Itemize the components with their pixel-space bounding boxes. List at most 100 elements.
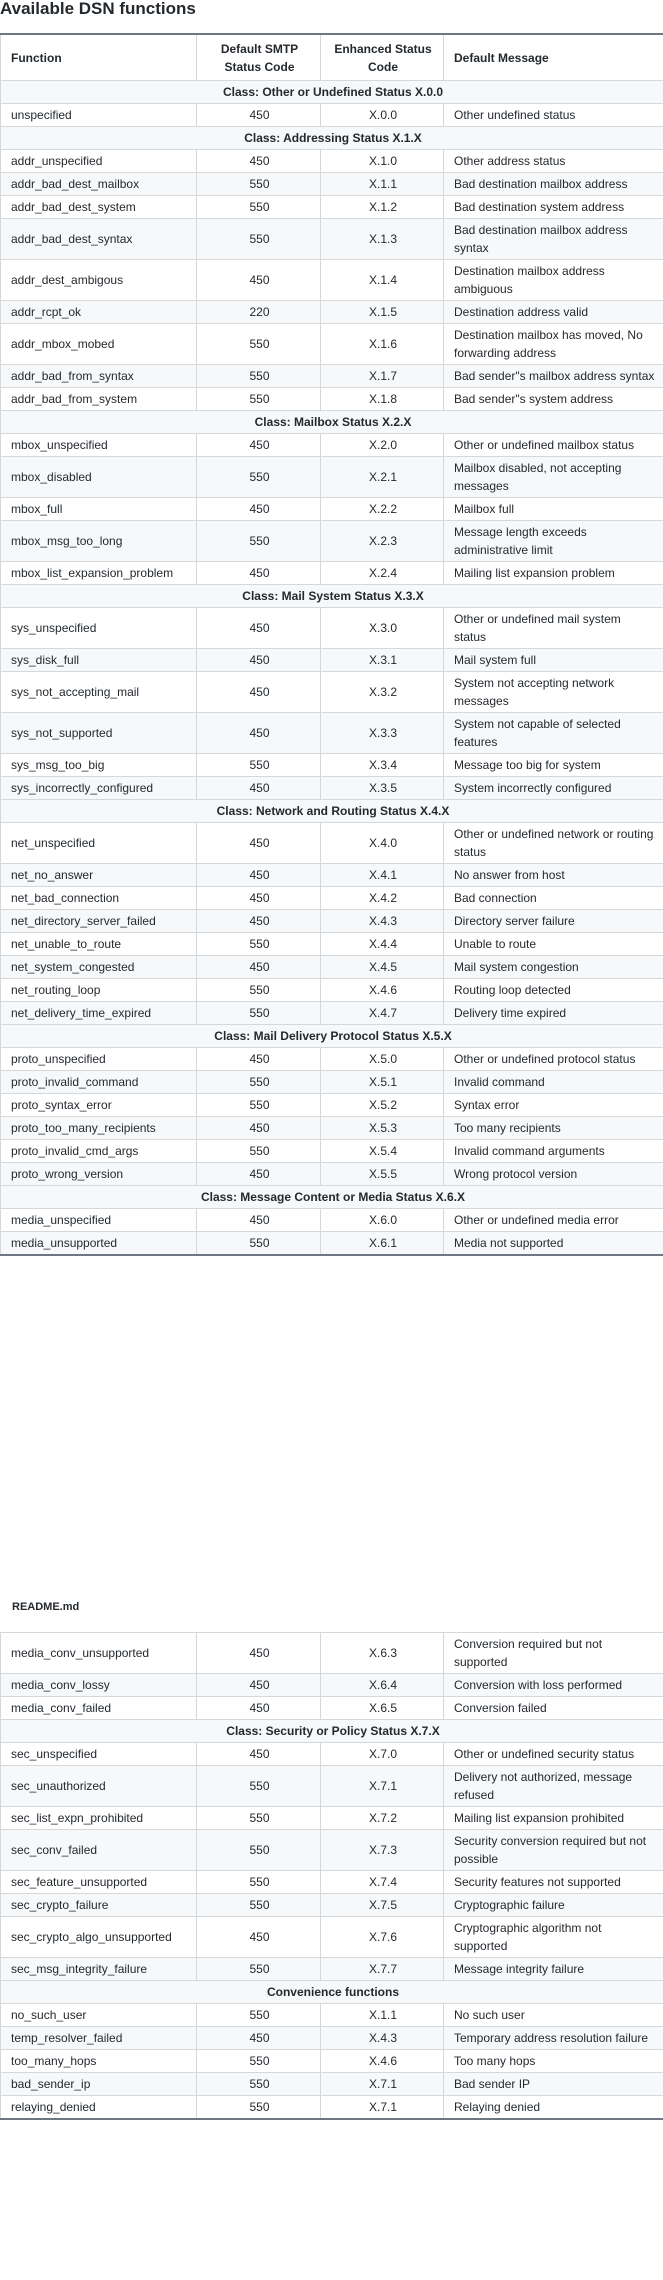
default-message: Bad connection [443,886,663,910]
default-message: Conversion with loss performed [443,1673,663,1697]
table-row: addr_bad_dest_system 550 X.1.2 Bad destinat… [0,195,663,219]
function-name: media_unsupported [0,1231,197,1256]
smtp-status-code: 450 [196,1673,321,1697]
function-name: net_no_answer [0,863,197,887]
table-row: addr_mbox_mobed 550 X.1.6 Destination mailb… [0,323,663,365]
table-row: mbox_disabled 550 X.2.1 Mailbox disabled, n… [0,456,663,498]
function-name: addr_bad_from_system [0,387,197,411]
header-enhanced-code: Enhanced Status Code [320,33,444,81]
table-row: net_system_congested 450 X.4.5 Mail system … [0,955,663,979]
default-message: Too many hops [443,2049,663,2073]
default-message: Destination mailbox address ambiguous [443,259,663,301]
table-row: addr_bad_from_system 550 X.1.8 Bad sender"s… [0,387,663,411]
default-message: Routing loop detected [443,978,663,1002]
function-name: sec_list_expn_prohibited [0,1806,197,1830]
enhanced-status-code: X.7.0 [320,1742,444,1766]
enhanced-status-code: X.2.1 [320,456,444,498]
function-name: media_unspecified [0,1208,197,1232]
enhanced-status-code: X.4.3 [320,2026,444,2050]
table-row: media_conv_failed 450 X.6.5 Conversion fail… [0,1696,663,1720]
default-message: Bad destination mailbox address syntax [443,218,663,260]
function-name: proto_syntax_error [0,1093,197,1117]
enhanced-status-code: X.3.0 [320,607,444,649]
function-name: sec_feature_unsupported [0,1870,197,1894]
class-header-row: Class: Mailbox Status X.2.X [0,410,663,434]
table-row: media_unsupported 550 X.6.1 Media not suppo… [0,1231,663,1256]
smtp-status-code: 550 [196,387,321,411]
default-message: Message length exceeds administrative li… [443,520,663,562]
default-message: Message integrity failure [443,1957,663,1981]
function-name: sys_disk_full [0,648,197,672]
smtp-status-code: 550 [196,2049,321,2073]
class-header-row: Class: Mail System Status X.3.X [0,584,663,608]
table-row: addr_bad_dest_mailbox 550 X.1.1 Bad destina… [0,172,663,196]
function-name: proto_too_many_recipients [0,1116,197,1140]
enhanced-status-code: X.7.5 [320,1893,444,1917]
class-header: Class: Mail System Status X.3.X [0,584,663,608]
enhanced-status-code: X.1.4 [320,259,444,301]
class-header: Convenience functions [0,1980,663,2004]
enhanced-status-code: X.1.8 [320,387,444,411]
class-header-row: Class: Security or Policy Status X.7.X [0,1719,663,1743]
table-row: sec_list_expn_prohibited 550 X.7.2 Mailing … [0,1806,663,1830]
default-message: Bad destination mailbox address [443,172,663,196]
readme-filename[interactable]: README.md [12,1601,80,1613]
smtp-status-code: 550 [196,2003,321,2027]
enhanced-status-code: X.5.5 [320,1162,444,1186]
enhanced-status-code: X.6.1 [320,1231,444,1256]
enhanced-status-code: X.4.2 [320,886,444,910]
default-message: Cryptographic algorithm not supported [443,1916,663,1958]
default-message: Invalid command [443,1070,663,1094]
function-name: unspecified [0,103,197,127]
enhanced-status-code: X.7.3 [320,1829,444,1871]
default-message: Syntax error [443,1093,663,1117]
default-message: Destination address valid [443,300,663,324]
function-name: net_system_congested [0,955,197,979]
table-row: sec_conv_failed 550 X.7.3 Security conversi… [0,1829,663,1871]
default-message: Mailing list expansion problem [443,561,663,585]
default-message: Other undefined status [443,103,663,127]
function-name: net_delivery_time_expired [0,1001,197,1025]
smtp-status-code: 450 [196,1116,321,1140]
table-row: relaying_denied 550 X.7.1 Relaying denied [0,2095,663,2120]
smtp-status-code: 550 [196,520,321,562]
smtp-status-code: 450 [196,607,321,649]
class-header-row: Class: Network and Routing Status X.4.X [0,799,663,823]
enhanced-status-code: X.5.2 [320,1093,444,1117]
function-name: no_such_user [0,2003,197,2027]
class-header-row: Class: Other or Undefined Status X.0.0 [0,80,663,104]
enhanced-status-code: X.3.5 [320,776,444,800]
smtp-status-code: 450 [196,1208,321,1232]
default-message: Bad sender"s system address [443,387,663,411]
smtp-status-code: 550 [196,1870,321,1894]
enhanced-status-code: X.7.4 [320,1870,444,1894]
table-row: addr_dest_ambigous 450 X.1.4 Destination ma… [0,259,663,301]
default-message: Other or undefined security status [443,1742,663,1766]
table-row: mbox_list_expansion_problem 450 X.2.4 Maili… [0,561,663,585]
enhanced-status-code: X.1.2 [320,195,444,219]
default-message: System not accepting network messages [443,671,663,713]
smtp-status-code: 450 [196,1742,321,1766]
function-name: sec_conv_failed [0,1829,197,1871]
table-row: sec_crypto_failure 550 X.7.5 Cryptographic … [0,1893,663,1917]
default-message: Cryptographic failure [443,1893,663,1917]
smtp-status-code: 550 [196,172,321,196]
function-name: sys_not_supported [0,712,197,754]
default-message: Mailbox full [443,497,663,521]
function-name: sec_crypto_algo_unsupported [0,1916,197,1958]
smtp-status-code: 450 [196,955,321,979]
enhanced-status-code: X.7.1 [320,2072,444,2096]
enhanced-status-code: X.3.2 [320,671,444,713]
function-name: addr_rcpt_ok [0,300,197,324]
default-message: Message too big for system [443,753,663,777]
default-message: Other or undefined network or routing st… [443,822,663,864]
enhanced-status-code: X.1.0 [320,149,444,173]
function-name: addr_unspecified [0,149,197,173]
enhanced-status-code: X.6.0 [320,1208,444,1232]
smtp-status-code: 450 [196,1696,321,1720]
smtp-status-code: 450 [196,561,321,585]
function-name: sec_unspecified [0,1742,197,1766]
table-row: proto_unspecified 450 X.5.0 Other or undefi… [0,1047,663,1071]
table-row: media_conv_unsupported 450 X.6.3 Conversion… [0,1632,663,1674]
default-message: Relaying denied [443,2095,663,2120]
